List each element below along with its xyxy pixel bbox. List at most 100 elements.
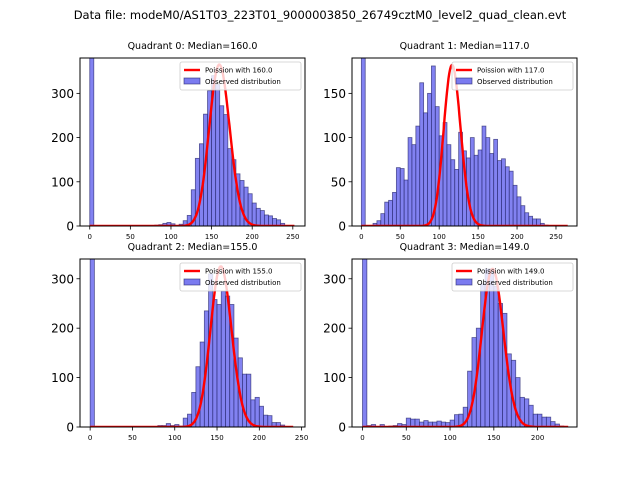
histogram-bar — [541, 416, 547, 427]
axes-title: Quadrant 1: Median=117.0 — [400, 41, 530, 52]
histogram-bar — [545, 416, 552, 427]
quadrant-2-axes: Quadrant 2: Median=155.0 0 100 200 300 0 50 100… — [51, 242, 308, 442]
histogram-bar — [520, 205, 526, 226]
histogram-bar — [251, 202, 257, 226]
y-tick-label: 100 — [323, 371, 346, 385]
histogram-bar — [405, 417, 412, 427]
histogram-bar — [537, 413, 543, 427]
histogram-bar — [454, 169, 460, 226]
y-tick-label: 0 — [338, 421, 346, 435]
axes-frame — [79, 57, 306, 227]
histogram-bar — [450, 159, 456, 226]
histogram-bar — [360, 58, 366, 226]
legend: Poission with 149.0 Observed distribution — [451, 262, 574, 292]
y-tick-label: 200 — [323, 322, 346, 336]
x-tick-label: 100 — [164, 233, 177, 241]
histogram-bar — [528, 404, 534, 427]
legend: Poission with 117.0 Observed distribution — [451, 61, 574, 91]
legend-bar-swatch — [455, 278, 473, 286]
histogram-bar — [415, 125, 421, 226]
histogram-bar — [493, 285, 499, 427]
histogram-bar — [388, 199, 393, 226]
poisson-curve — [362, 267, 569, 427]
plot-area — [360, 58, 569, 226]
x-tick-label: 50 — [402, 434, 411, 442]
y-tick-label: 300 — [51, 272, 74, 286]
poisson-curve — [360, 63, 569, 226]
histogram-bar — [370, 424, 377, 427]
histogram-bar — [524, 398, 530, 427]
y-tick-label: 100 — [51, 175, 74, 189]
quadrant-3-axes: Quadrant 3: Median=149.0 0 100 200 300 0 50 100… — [323, 242, 578, 442]
x-tick-label: 100 — [443, 434, 456, 442]
y-tick-label: 0 — [338, 220, 346, 234]
legend-label: Observed distribution — [205, 78, 281, 86]
histogram-bar — [473, 154, 479, 226]
x-tick-label: 0 — [360, 434, 364, 442]
x-tick-label: 200 — [246, 233, 259, 241]
y-tick-label: 50 — [331, 175, 346, 189]
histogram-bar — [528, 215, 534, 226]
axes-frame — [351, 258, 578, 428]
histogram-bar — [392, 191, 397, 226]
histogram-bar — [399, 168, 405, 226]
x-tick-label: 150 — [210, 434, 223, 442]
histogram-bar — [216, 304, 222, 427]
histogram-bar — [554, 423, 560, 427]
x-tick-label: 0 — [88, 434, 92, 442]
quadrant-0-axes: Quadrant 0: Median=160.0 0 100 200 300 0 50 100… — [51, 41, 306, 241]
histogram-bar — [212, 299, 218, 427]
plot-area — [89, 259, 294, 427]
histogram-bar — [419, 82, 425, 226]
x-tick-label: 250 — [549, 233, 562, 241]
histogram-bar — [489, 268, 495, 427]
histogram-bar — [263, 414, 269, 427]
histogram-bar — [259, 210, 265, 226]
x-tick-label: 50 — [396, 233, 405, 241]
y-tick-label: 100 — [323, 131, 346, 145]
histogram-bar — [89, 259, 95, 427]
x-tick-label: 150 — [471, 233, 484, 241]
legend-label: Observed distribution — [477, 279, 553, 287]
legend-bar-swatch — [183, 77, 201, 85]
legend-bar-swatch — [455, 77, 473, 85]
y-tick-label: 300 — [323, 272, 346, 286]
legend-label: Poission with 117.0 — [477, 67, 545, 75]
x-tick-label: 0 — [359, 233, 363, 241]
histogram-bar — [427, 92, 432, 226]
x-tick-label: 0 — [88, 233, 92, 241]
y-tick-label: 0 — [66, 421, 74, 435]
histogram-bar — [504, 166, 510, 226]
histogram-bar — [407, 137, 413, 226]
x-tick-label: 150 — [205, 233, 218, 241]
legend-frame — [179, 61, 302, 91]
histogram-bar — [485, 137, 491, 226]
y-tick-label: 200 — [51, 322, 74, 336]
legend-label: Observed distribution — [205, 279, 281, 287]
histogram-bar — [268, 215, 273, 226]
histogram-bar — [512, 184, 518, 226]
histogram-bar — [242, 373, 248, 427]
legend-label: Poission with 160.0 — [205, 67, 273, 75]
x-tick-label: 150 — [487, 434, 500, 442]
plot-area — [89, 58, 295, 226]
histogram-bar — [254, 396, 260, 427]
legend-frame — [451, 262, 574, 292]
x-tick-label: 100 — [168, 434, 181, 442]
histogram-bar — [454, 414, 460, 427]
histogram-bar — [423, 112, 428, 226]
histogram-bar — [431, 65, 436, 226]
histogram-bar — [267, 415, 273, 427]
legend: Poission with 160.0 Observed distribution — [179, 61, 302, 91]
axes-frame — [351, 57, 578, 227]
histogram-bar — [258, 405, 264, 427]
axes-title: Quadrant 2: Median=155.0 — [128, 242, 258, 253]
histogram-bar — [395, 167, 401, 226]
histogram-bar — [477, 149, 483, 226]
axes-title: Quadrant 3: Median=149.0 — [400, 242, 530, 253]
x-tick-label: 200 — [510, 233, 523, 241]
legend-label: Observed distribution — [477, 78, 553, 86]
legend-label: Poission with 155.0 — [205, 268, 273, 276]
figure-suptitle: Data file: modeM0/AS1T03_223T01_90000038… — [73, 8, 567, 22]
